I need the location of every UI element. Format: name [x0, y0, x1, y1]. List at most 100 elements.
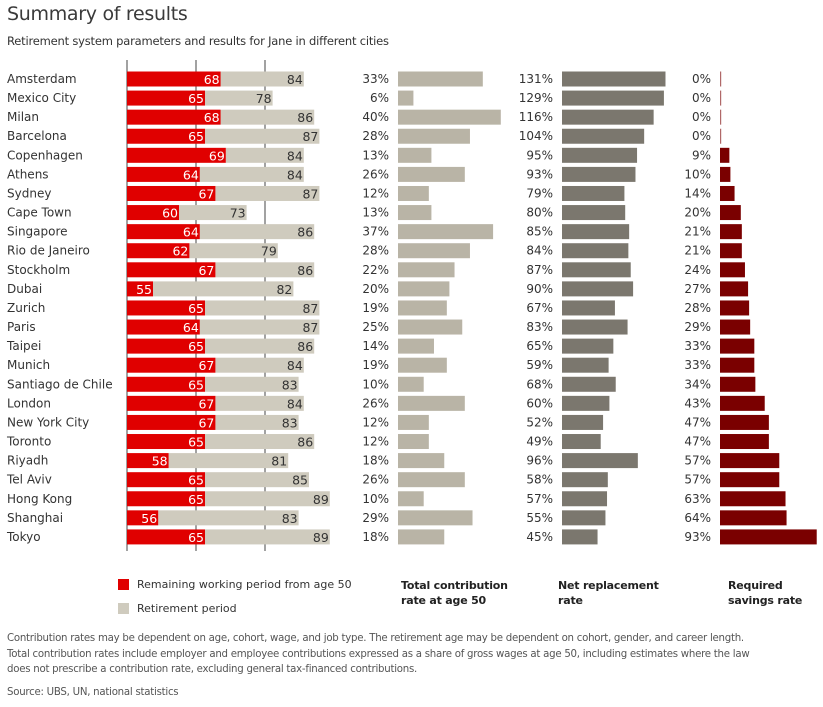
savings-value-label: 47% — [684, 435, 711, 449]
replacement-value-label: 57% — [526, 492, 553, 506]
savings-bar — [720, 166, 731, 182]
retirement-age-label: 65 — [188, 129, 204, 144]
retirement-bar — [215, 357, 304, 373]
column-header-savings-line1: Required — [728, 579, 783, 592]
life-expectancy-label: 86 — [297, 225, 313, 240]
contribution-bar — [398, 434, 429, 450]
replacement-bar — [562, 395, 610, 411]
replacement-value-label: 87% — [526, 263, 553, 277]
column-header-savings: Required savings rate — [728, 578, 802, 608]
replacement-bar — [562, 205, 626, 221]
savings-bar — [720, 319, 751, 335]
contribution-bar — [398, 128, 470, 144]
savings-bar — [720, 281, 749, 297]
legend-label-working: Remaining working period from age 50 — [137, 578, 352, 591]
replacement-value-label: 129% — [519, 91, 553, 105]
life-expectancy-label: 87 — [302, 301, 318, 316]
savings-bar — [720, 224, 742, 240]
replacement-bar — [562, 472, 608, 488]
legend: Remaining working period from age 50 Ret… — [118, 578, 352, 626]
city-label: New York City — [7, 415, 89, 429]
retirement-age-label: 67 — [198, 358, 214, 373]
summary-chart: Amsterdam 68 84 33% 131% 0% Mexico City 65 78 6% 1… — [6, 60, 817, 551]
life-expectancy-label: 84 — [287, 72, 303, 87]
retirement-bar — [189, 243, 278, 259]
contribution-value-label: 13% — [362, 148, 389, 162]
retirement-age-label: 65 — [188, 301, 204, 316]
replacement-bar — [562, 376, 616, 392]
retirement-bar — [199, 319, 320, 335]
retirement-bar — [220, 109, 315, 125]
footnote: Contribution rates may be dependent on a… — [7, 631, 822, 678]
savings-value-label: 14% — [684, 186, 711, 200]
retirement-age-label: 58 — [152, 454, 168, 469]
contribution-bar — [398, 243, 470, 259]
retirement-age-label: 68 — [204, 110, 220, 125]
city-label: Rio de Janeiro — [7, 244, 90, 258]
life-expectancy-label: 86 — [297, 435, 313, 450]
replacement-value-label: 67% — [526, 301, 553, 315]
city-label: London — [7, 396, 51, 410]
contribution-value-label: 28% — [362, 129, 389, 143]
city-label: Toronto — [6, 435, 51, 449]
retirement-age-label: 55 — [136, 282, 152, 297]
replacement-bar — [562, 491, 608, 507]
replacement-value-label: 95% — [526, 148, 553, 162]
contribution-bar — [398, 376, 424, 392]
column-header-contribution: Total contribution rate at age 50 — [401, 578, 508, 608]
retirement-age-label: 65 — [188, 377, 204, 392]
retirement-age-label: 56 — [141, 511, 157, 526]
contribution-value-label: 26% — [362, 167, 389, 181]
footnote-line: Total contribution rates include employe… — [7, 648, 750, 660]
working-bar — [127, 243, 190, 259]
savings-value-label: 93% — [684, 530, 711, 544]
savings-value-label: 63% — [684, 492, 711, 506]
retirement-bar — [205, 491, 330, 507]
retirement-age-label: 65 — [188, 530, 204, 545]
working-bar — [127, 128, 205, 144]
retirement-age-label: 64 — [183, 225, 199, 240]
city-label: Riyadh — [7, 454, 48, 468]
life-expectancy-label: 84 — [287, 396, 303, 411]
replacement-value-label: 80% — [526, 206, 553, 220]
working-bar — [127, 376, 205, 392]
footnote-line: does not prescribe a contribution rate, … — [7, 664, 418, 675]
life-expectancy-label: 89 — [313, 492, 329, 507]
replacement-value-label: 65% — [526, 339, 553, 353]
savings-bar — [720, 491, 786, 507]
savings-value-label: 0% — [692, 72, 711, 86]
retirement-age-label: 67 — [198, 396, 214, 411]
replacement-bar — [562, 510, 606, 526]
savings-value-label: 27% — [684, 282, 711, 296]
replacement-value-label: 84% — [526, 244, 553, 258]
life-expectancy-label: 84 — [287, 167, 303, 182]
column-header-replacement-line1: Net replacement — [558, 579, 659, 592]
savings-value-label: 43% — [684, 396, 711, 410]
replacement-bar — [562, 319, 628, 335]
replacement-bar — [562, 109, 654, 125]
contribution-value-label: 6% — [370, 91, 389, 105]
replacement-value-label: 83% — [526, 320, 553, 334]
replacement-bar — [562, 300, 615, 316]
life-expectancy-label: 86 — [297, 110, 313, 125]
replacement-value-label: 93% — [526, 167, 553, 181]
working-bar — [127, 434, 205, 450]
contribution-value-label: 29% — [362, 511, 389, 525]
replacement-value-label: 131% — [519, 72, 553, 86]
page-subtitle: Retirement system parameters and results… — [7, 34, 389, 48]
column-header-replacement: Net replacement rate — [558, 578, 659, 608]
savings-value-label: 0% — [692, 110, 711, 124]
replacement-value-label: 104% — [519, 129, 553, 143]
column-header-savings-line2: savings rate — [728, 594, 803, 607]
working-bar — [127, 338, 205, 354]
replacement-value-label: 116% — [519, 110, 553, 124]
retirement-bar — [153, 281, 294, 297]
retirement-bar — [205, 300, 320, 316]
life-expectancy-label: 86 — [297, 263, 313, 278]
working-bar — [127, 262, 216, 278]
retirement-bar — [205, 472, 309, 488]
working-bar — [127, 90, 205, 106]
retirement-bar — [205, 529, 330, 545]
contribution-value-label: 12% — [362, 186, 389, 200]
savings-bar — [720, 147, 730, 163]
